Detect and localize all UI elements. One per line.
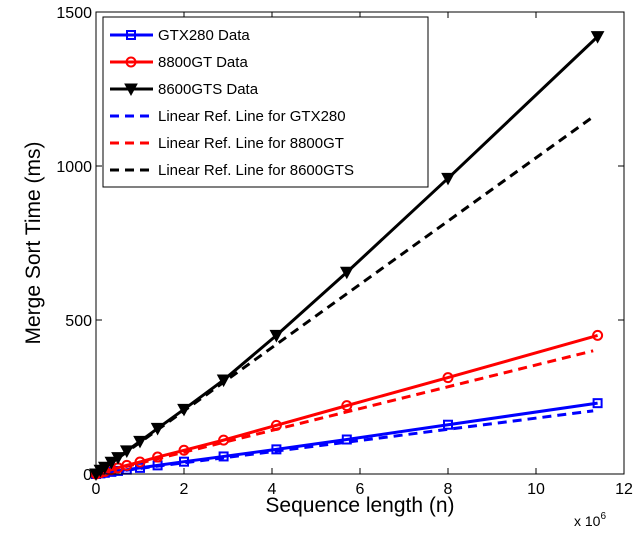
y-tick-label: 0: [83, 467, 92, 484]
data-point: [218, 451, 229, 462]
x-axis-title: Sequence length (n): [265, 494, 454, 517]
data-point: [271, 444, 282, 455]
data-point: [111, 452, 125, 465]
series-8600gts-data: [89, 31, 605, 482]
data-point: [218, 434, 230, 446]
data-point: [339, 266, 354, 280]
x-tick-label: 10: [527, 481, 545, 498]
data-point: [134, 456, 146, 468]
series-linear-ref-line-for-8800gt: [95, 349, 594, 476]
legend-label: Linear Ref. Line for 8600GTS: [158, 162, 354, 179]
series-line-linear-ref-line-for-8800gt: [95, 349, 594, 476]
data-point: [592, 398, 603, 409]
series-linear-ref-line-for-8600gts: [95, 115, 595, 476]
x-tick-label: 8: [444, 481, 453, 498]
data-point: [133, 435, 147, 449]
legend-box: [102, 16, 429, 188]
legend-label: 8800GT Data: [158, 54, 248, 71]
y-tick-label: 1500: [56, 5, 92, 22]
ticks-layer: 0 2 4 6 8 10 12 0 500 1000 1500: [56, 5, 633, 498]
legend: GTX280 Data 8800GT Data 8600GTS Data Linear…: [102, 16, 429, 188]
data-point: [177, 403, 191, 417]
data-point: [121, 459, 133, 471]
data-point: [341, 434, 352, 445]
data-point: [270, 419, 282, 431]
legend-marker: [125, 56, 137, 68]
legend-marker: [126, 30, 136, 40]
data-point: [150, 422, 165, 436]
x-tick-label: 6: [356, 481, 365, 498]
x-tick-label: 4: [268, 481, 277, 498]
series-line-linear-ref-line-for-8600gts: [95, 115, 595, 476]
legend-item-8600gts-data: 8600GTS Data: [110, 81, 259, 98]
data-point: [97, 461, 112, 475]
x-axis-multiplier-base: x 10: [574, 513, 601, 529]
legend-item-linear-ref-line-for-gtx280: Linear Ref. Line for GTX280: [110, 108, 346, 125]
data-point: [590, 31, 605, 44]
x-tick-label: 12: [615, 481, 633, 498]
legend-label: 8600GTS Data: [158, 81, 259, 98]
data-point: [178, 444, 190, 456]
legend-item-gtx280-data: GTX280 Data: [110, 27, 250, 44]
data-point: [341, 400, 353, 412]
x-axis-multiplier-exponent: 6: [600, 511, 606, 522]
x-tick-label: 0: [92, 481, 101, 498]
x-axis-multiplier: x 106: [574, 511, 606, 529]
legend-item-linear-ref-line-for-8800gt: Linear Ref. Line for 8800GT: [110, 135, 344, 152]
data-point: [592, 329, 604, 341]
data-point: [443, 419, 453, 430]
legend-label: Linear Ref. Line for 8800GT: [158, 135, 344, 152]
data-point: [152, 451, 164, 463]
data-point: [442, 372, 454, 384]
data-point: [216, 374, 231, 388]
legend-item-linear-ref-line-for-8600gts: Linear Ref. Line for 8600GTS: [110, 162, 354, 179]
y-tick-label: 1000: [56, 159, 92, 176]
data-point: [119, 445, 134, 458]
x-tick-label: 2: [180, 481, 189, 498]
data-point: [104, 456, 119, 470]
legend-label: GTX280 Data: [158, 27, 250, 44]
data-point: [135, 462, 145, 473]
data-point: [179, 456, 189, 467]
data-point: [269, 329, 284, 343]
series-layer: [89, 31, 605, 482]
y-axis-title: Merge Sort Time (ms): [22, 141, 45, 344]
data-point: [441, 172, 455, 186]
y-tick-label: 500: [65, 313, 92, 330]
legend-item-8800gt-data: 8800GT Data: [110, 54, 248, 71]
legend-label: Linear Ref. Line for GTX280: [158, 108, 346, 125]
legend-marker: [124, 83, 138, 97]
